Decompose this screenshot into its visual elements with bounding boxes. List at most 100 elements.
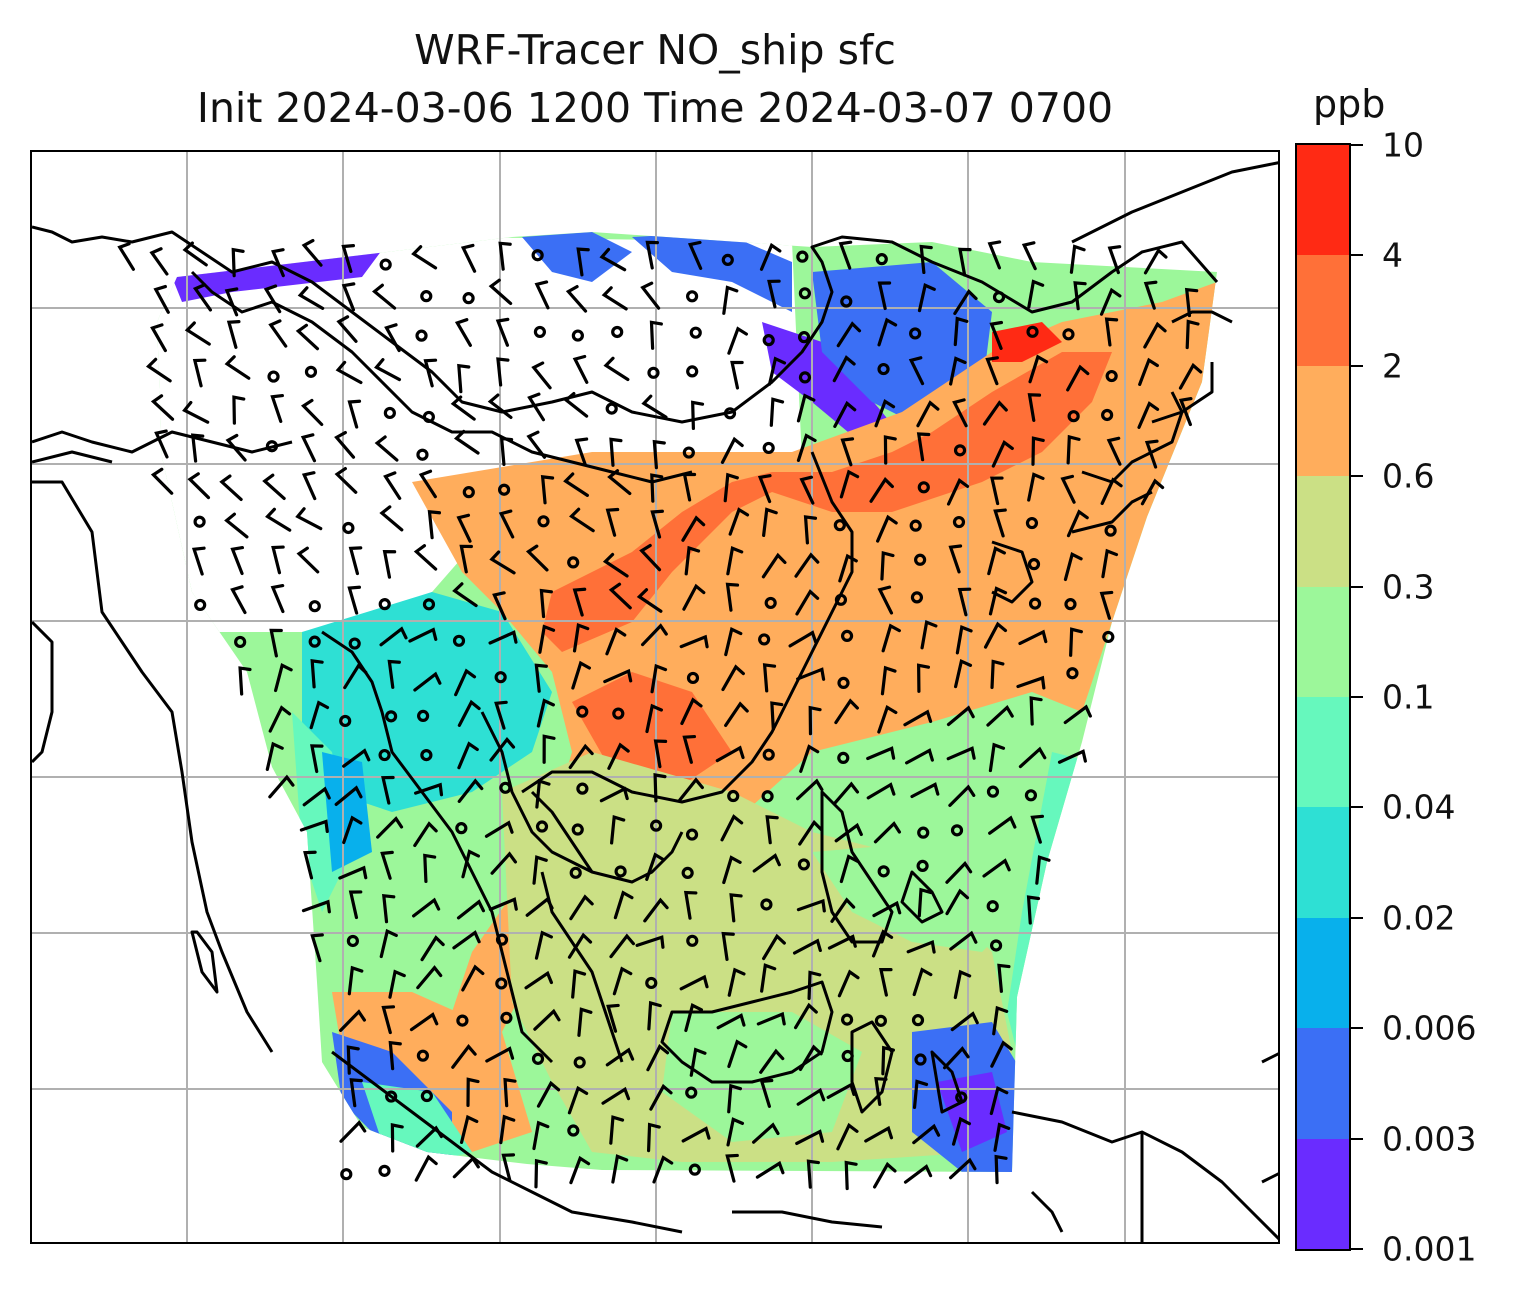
wind-barb bbox=[494, 700, 508, 730]
wind-barb bbox=[347, 399, 362, 429]
wind-barb bbox=[572, 622, 590, 653]
wind-barb bbox=[990, 1040, 1013, 1068]
calm-wind-marker bbox=[837, 676, 850, 689]
wind-barb bbox=[563, 391, 589, 418]
wind-barb bbox=[727, 967, 746, 997]
calm-wind-marker bbox=[569, 866, 582, 879]
calm-wind-marker bbox=[762, 748, 775, 761]
calm-wind-marker bbox=[1104, 524, 1117, 537]
calm-wind-marker bbox=[340, 1168, 353, 1181]
calm-wind-marker bbox=[462, 486, 475, 499]
wind-barb bbox=[1063, 552, 1083, 582]
calm-wind-marker bbox=[193, 515, 206, 528]
wind-barb bbox=[650, 509, 664, 539]
calm-wind-marker bbox=[612, 707, 625, 720]
wind-barb bbox=[765, 815, 779, 845]
calm-wind-marker bbox=[914, 1053, 927, 1066]
wind-barb bbox=[645, 852, 666, 881]
wind-barb bbox=[721, 931, 735, 961]
wind-barb bbox=[1143, 247, 1168, 275]
wind-barb bbox=[1178, 397, 1193, 427]
colorbar-tick bbox=[1351, 1027, 1363, 1030]
wind-barb bbox=[1030, 814, 1045, 844]
wind-barb bbox=[903, 709, 933, 727]
wind-barb bbox=[567, 1085, 589, 1115]
calm-wind-marker bbox=[1105, 369, 1118, 383]
calm-wind-marker bbox=[339, 714, 352, 728]
wind-barb bbox=[574, 437, 589, 467]
wind-barb bbox=[687, 240, 703, 270]
wind-barb bbox=[539, 588, 553, 619]
wind-barb bbox=[413, 821, 438, 848]
wind-barb bbox=[762, 663, 777, 693]
wind-barb bbox=[683, 890, 698, 920]
wind-barb bbox=[1018, 746, 1047, 769]
wind-barb bbox=[952, 398, 968, 428]
wind-barb bbox=[678, 777, 704, 802]
wind-barb bbox=[262, 473, 286, 501]
wind-barb bbox=[190, 433, 205, 463]
wind-barb bbox=[297, 286, 325, 310]
wind-barb bbox=[917, 887, 933, 918]
wind-barb bbox=[724, 701, 749, 728]
wind-barb bbox=[806, 1159, 820, 1189]
colorbar-segment bbox=[1297, 586, 1349, 697]
wind-barb bbox=[310, 933, 324, 963]
wind-barb bbox=[603, 668, 633, 684]
colorbar-segment bbox=[1297, 807, 1349, 918]
wind-barb bbox=[874, 398, 896, 428]
colorbar-tick-label: 0.3 bbox=[1382, 567, 1435, 607]
wind-barb bbox=[982, 858, 1011, 878]
wind-barb bbox=[726, 545, 744, 576]
calm-wind-marker bbox=[346, 934, 359, 948]
calm-wind-marker bbox=[798, 371, 812, 384]
wind-barb bbox=[769, 397, 785, 427]
wind-barb bbox=[348, 546, 363, 576]
wind-barb bbox=[905, 748, 934, 765]
wind-barb bbox=[796, 667, 826, 681]
wind-barb bbox=[459, 544, 473, 574]
wind-barb bbox=[721, 664, 745, 692]
calm-wind-marker bbox=[797, 858, 810, 871]
wind-barb bbox=[906, 939, 936, 954]
wind-barb bbox=[903, 1164, 933, 1184]
calm-wind-marker bbox=[1062, 328, 1075, 341]
wind-barb bbox=[866, 746, 896, 761]
calm-wind-marker bbox=[535, 820, 549, 833]
wind-barb bbox=[836, 321, 862, 348]
colorbar-segment bbox=[1297, 476, 1349, 587]
calm-wind-marker bbox=[834, 593, 848, 606]
wind-barb bbox=[498, 509, 515, 539]
wind-barb bbox=[534, 1158, 548, 1189]
colorbar-tick bbox=[1351, 585, 1363, 588]
wind-barb bbox=[1137, 401, 1160, 429]
calm-wind-marker bbox=[986, 785, 1000, 798]
wind-barb bbox=[454, 318, 472, 347]
calm-wind-marker bbox=[686, 934, 699, 947]
colorbar-segment bbox=[1297, 917, 1349, 1029]
wind-barb bbox=[599, 786, 629, 803]
wind-barb bbox=[958, 247, 972, 277]
wind-barb bbox=[1026, 895, 1041, 925]
colorbar-tick bbox=[1351, 1248, 1363, 1250]
wind-barb bbox=[920, 620, 938, 650]
calm-wind-marker bbox=[840, 295, 853, 308]
colorbar-tick bbox=[1351, 916, 1363, 919]
wind-barb bbox=[1073, 281, 1087, 311]
wind-barb bbox=[339, 1120, 367, 1143]
wind-barb bbox=[798, 1044, 823, 1071]
wind-barb bbox=[536, 1080, 561, 1108]
coastlines bbox=[32, 161, 1278, 1242]
wind-barb bbox=[538, 624, 556, 654]
wind-barb bbox=[834, 698, 859, 725]
colorbar-segment bbox=[1297, 1028, 1349, 1139]
wind-barb bbox=[993, 1122, 1011, 1152]
wind-barb bbox=[916, 432, 931, 462]
calm-wind-marker bbox=[764, 596, 777, 610]
wind-barb bbox=[577, 1007, 593, 1037]
wind-barb bbox=[917, 282, 936, 313]
wind-barb bbox=[268, 319, 288, 348]
wind-barb bbox=[270, 583, 285, 614]
colorbar-tick-label: 2 bbox=[1382, 346, 1403, 386]
wind-barb bbox=[726, 1117, 745, 1147]
